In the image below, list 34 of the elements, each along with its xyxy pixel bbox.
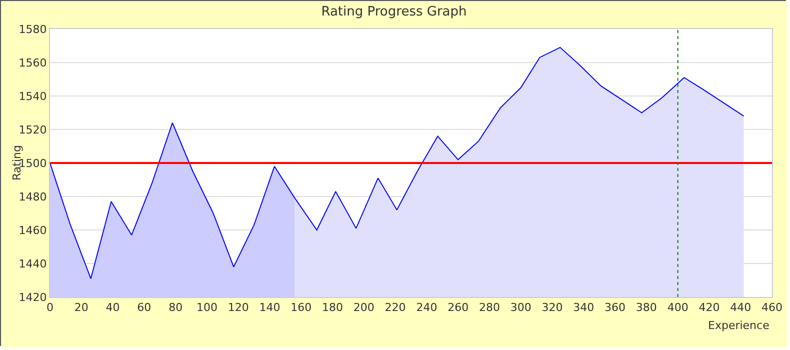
y-tick-label: 1580 (18, 22, 47, 36)
x-tick-label: 420 (698, 301, 720, 314)
x-tick-label: 60 (137, 301, 152, 314)
x-tick-label: 340 (573, 301, 594, 314)
x-tick-label: 160 (290, 301, 312, 314)
x-tick-label: 140 (259, 301, 280, 314)
x-tick-label: 260 (448, 301, 469, 314)
x-tick-label: 40 (106, 301, 120, 314)
y-tick-label: 1540 (18, 90, 47, 103)
y-tick-label: 1460 (18, 224, 47, 237)
x-tick-label: 380 (636, 301, 657, 314)
x-tick-label: 360 (604, 301, 626, 314)
x-tick-label: 120 (228, 301, 249, 314)
y-tick-label: 1560 (18, 56, 47, 70)
x-tick-label: 80 (168, 301, 183, 314)
x-tick-label: 280 (478, 301, 500, 314)
x-tick-label: 440 (730, 301, 752, 314)
x-tick-label: 0 (46, 301, 54, 314)
y-tick-label: 1480 (18, 190, 47, 204)
x-tick-label: 300 (510, 301, 532, 314)
y-tick-label: 1520 (18, 123, 47, 136)
x-tick-label: 100 (196, 301, 218, 314)
x-tick-label: 240 (416, 301, 438, 314)
x-tick-label: 320 (542, 301, 563, 314)
x-tick-label: 180 (322, 301, 344, 314)
x-tick-label: 200 (353, 301, 374, 314)
x-tick-label: 400 (667, 301, 688, 314)
chart-title: Rating Progress Graph (321, 4, 467, 20)
x-tick-label: 20 (74, 301, 88, 314)
x-axis-title: Experience (708, 319, 770, 332)
x-tick-label: 460 (762, 301, 782, 314)
y-tick-label: 1420 (18, 290, 47, 304)
y-tick-label: 1440 (18, 257, 47, 270)
x-tick-label: 220 (384, 301, 406, 314)
